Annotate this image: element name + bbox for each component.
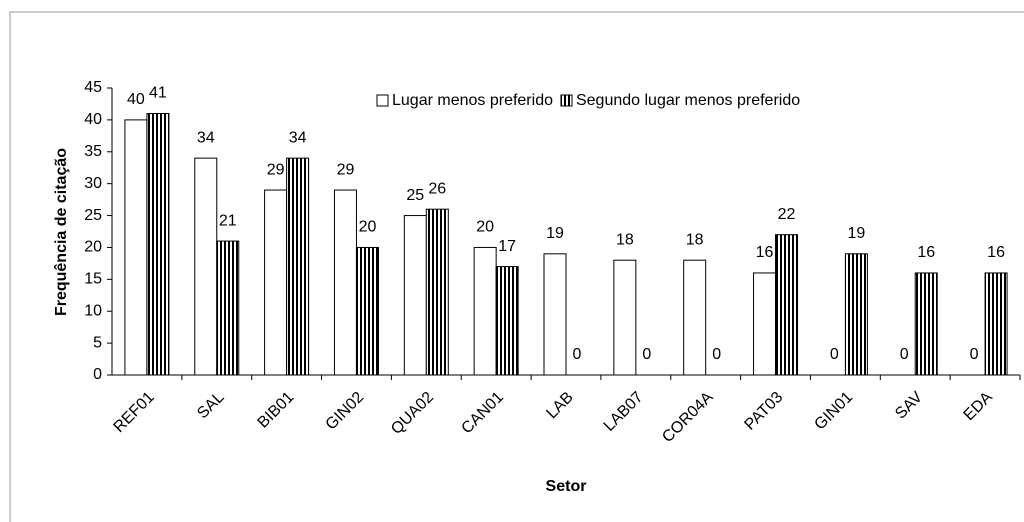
- bar: [613, 259, 637, 376]
- data-label: 16: [756, 244, 774, 261]
- data-label: 0: [830, 346, 839, 363]
- frame: [9, 11, 1024, 522]
- y-tick-label: 15: [84, 271, 102, 288]
- y-tick-label: 20: [84, 239, 102, 256]
- bar: [146, 113, 170, 376]
- data-label: 29: [267, 161, 285, 178]
- data-label: 41: [149, 85, 167, 102]
- data-label: 0: [642, 346, 651, 363]
- y-tick-label: 0: [93, 366, 102, 383]
- bar: [543, 253, 567, 376]
- y-tick-label: 35: [84, 143, 102, 160]
- legend-swatch: [376, 94, 389, 107]
- bar: [914, 272, 938, 376]
- x-tick-label: PAT03: [741, 389, 786, 434]
- data-label: 21: [219, 212, 237, 229]
- data-label: 19: [847, 225, 865, 242]
- x-tick-label: COR04A: [659, 389, 717, 447]
- bar: [495, 266, 519, 376]
- x-axis-label: Setor: [546, 478, 587, 495]
- y-tick-label: 25: [84, 207, 102, 224]
- data-label: 16: [917, 244, 935, 261]
- data-label: 19: [546, 225, 564, 242]
- data-label: 0: [970, 346, 979, 363]
- bar: [425, 208, 449, 376]
- bar: [984, 272, 1008, 376]
- data-label: 26: [428, 180, 446, 197]
- x-tick-label: REF01: [111, 389, 158, 436]
- data-label: 20: [476, 219, 494, 236]
- x-tick-label: LAB07: [601, 389, 647, 435]
- bar: [844, 253, 868, 376]
- x-tick-label: SAL: [194, 389, 227, 422]
- x-tick-label: CAN01: [458, 389, 507, 438]
- y-tick-label: 5: [93, 334, 102, 351]
- data-label: 29: [337, 161, 355, 178]
- data-label: 18: [686, 231, 704, 248]
- x-tick-label: LAB: [543, 389, 576, 422]
- data-label: 25: [406, 187, 424, 204]
- y-tick-label: 45: [84, 79, 102, 96]
- data-label: 22: [778, 206, 796, 223]
- bar: [403, 215, 427, 376]
- data-label: 0: [900, 346, 909, 363]
- bar: [355, 246, 379, 376]
- data-label: 40: [127, 91, 145, 108]
- bar: [194, 157, 218, 376]
- y-tick-label: 40: [84, 111, 102, 128]
- bar: [775, 234, 799, 376]
- data-label: 18: [616, 231, 634, 248]
- y-tick-label: 10: [84, 302, 102, 319]
- bar: [124, 119, 148, 376]
- x-tick-label: BIB01: [255, 389, 298, 432]
- x-tick-label: EDA: [961, 389, 997, 425]
- bar: [753, 272, 777, 376]
- bar: [333, 189, 357, 376]
- bar: [216, 240, 240, 376]
- bar: [473, 246, 497, 376]
- data-label: 0: [573, 346, 582, 363]
- y-tick-label: 30: [84, 175, 102, 192]
- legend-label: Lugar menos preferido: [392, 92, 553, 109]
- bar: [683, 259, 707, 376]
- bar: [286, 157, 310, 376]
- data-label: 0: [712, 346, 721, 363]
- x-tick-label: GIN01: [811, 389, 856, 434]
- bar: [264, 189, 288, 376]
- legend-label: Segundo lugar menos preferido: [576, 92, 800, 109]
- data-label: 34: [289, 129, 307, 146]
- data-label: 17: [498, 238, 516, 255]
- x-tick-label: SAV: [892, 389, 926, 423]
- data-label: 34: [197, 129, 215, 146]
- x-tick-label: GIN02: [323, 389, 368, 434]
- data-label: 16: [987, 244, 1005, 261]
- x-tick-label: QUA02: [388, 389, 437, 438]
- data-label: 20: [359, 219, 377, 236]
- y-axis-label: Frequência de citação: [53, 148, 70, 316]
- legend-swatch: [560, 94, 573, 107]
